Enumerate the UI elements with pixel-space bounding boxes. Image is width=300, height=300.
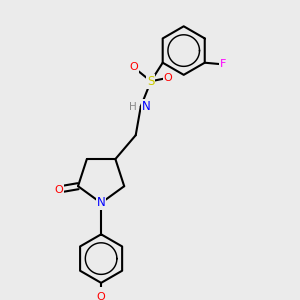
Text: H: H (130, 101, 137, 112)
Text: O: O (97, 292, 106, 300)
Text: N: N (97, 196, 106, 209)
Text: O: O (164, 73, 172, 83)
Text: O: O (54, 184, 63, 195)
Text: F: F (220, 59, 226, 69)
Text: S: S (147, 75, 155, 88)
Text: O: O (129, 62, 138, 72)
Text: N: N (142, 100, 150, 113)
